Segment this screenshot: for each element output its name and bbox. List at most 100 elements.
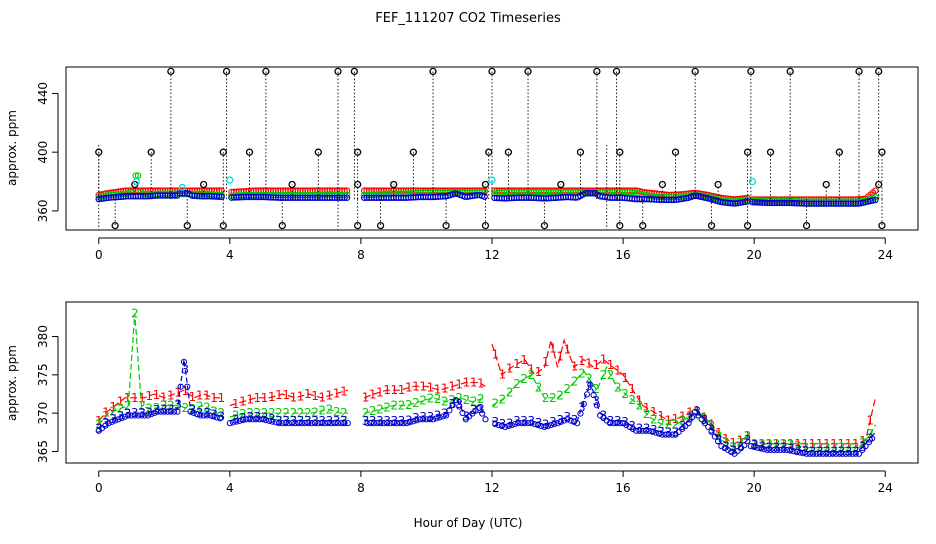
bottom-series-3-point xyxy=(105,420,112,427)
bottom-series-1-label: 1 xyxy=(470,376,478,390)
bottom-series-3-point xyxy=(266,417,273,424)
top-x-tick-label: 0 xyxy=(95,248,103,262)
bottom-series-3-point xyxy=(334,420,342,427)
bottom-series-3-point xyxy=(636,427,643,434)
bottom-series-3-point xyxy=(698,416,705,423)
bottom-series-3-point xyxy=(865,439,872,446)
top-series-3-point xyxy=(869,197,877,204)
top-spike-point-mid xyxy=(504,148,513,156)
bottom-series-3-point xyxy=(285,420,292,427)
bottom-series-2-label: 2 xyxy=(866,427,874,441)
bottom-series-3-point xyxy=(475,404,482,411)
top-spike-point-high xyxy=(593,67,601,76)
bottom-series-3-point xyxy=(547,421,555,429)
bottom-series-3-point xyxy=(577,410,584,417)
bottom-series-3-point xyxy=(154,408,161,415)
bottom-series-3-point xyxy=(239,416,247,424)
bottom-series-2-label: 2 xyxy=(174,399,182,413)
bottom-series-2-line xyxy=(364,397,486,414)
bottom-series-2-label: 2 xyxy=(138,399,146,413)
bottom-series-3-point xyxy=(331,420,338,427)
top-spike-point-low xyxy=(183,221,191,230)
bottom-series-2-label: 2 xyxy=(722,436,730,450)
bottom-series-3-point xyxy=(305,420,312,427)
bottom-series-1-label: 1 xyxy=(801,437,809,451)
top-cyan-point xyxy=(132,177,141,186)
bottom-series-3-point xyxy=(128,412,135,419)
bottom-series-1-label: 1 xyxy=(650,405,658,419)
bottom-series-3-point xyxy=(521,420,528,427)
bottom-series-1-label: 1 xyxy=(837,437,845,451)
bottom-series-2-label: 2 xyxy=(773,437,781,451)
top-cyan-point xyxy=(488,176,496,184)
bottom-series-1-label: 1 xyxy=(852,437,860,451)
top-spike-point-small xyxy=(658,180,667,189)
bottom-series-1-label: 1 xyxy=(153,388,161,402)
bottom-series-3-point xyxy=(515,420,522,427)
bottom-series-1-label: 1 xyxy=(181,384,189,398)
bottom-series-2-label: 2 xyxy=(203,400,211,414)
bottom-series-3-point xyxy=(688,414,695,421)
top-spike-point-small xyxy=(353,180,362,189)
bottom-series-1-label: 1 xyxy=(362,390,370,404)
bottom-series-1-label: 1 xyxy=(455,377,463,391)
bottom-series-3-point xyxy=(420,416,427,423)
bottom-series-2-label: 2 xyxy=(628,393,636,407)
bottom-series-2-label: 2 xyxy=(535,380,543,394)
bottom-series-3-point xyxy=(813,450,820,457)
bottom-series-3-point xyxy=(708,428,715,435)
bottom-series-3-point xyxy=(842,450,850,457)
bottom-series-3-label: 3 xyxy=(470,403,478,417)
bottom-x-tick-label: 16 xyxy=(615,481,630,495)
bottom-series-3-point xyxy=(806,450,813,457)
bottom-series-3-point xyxy=(436,414,443,421)
bottom-series-3-point xyxy=(560,417,568,424)
bottom-series-3-point xyxy=(557,418,564,425)
bottom-series-1-label: 1 xyxy=(145,389,153,403)
top-spike-point-small xyxy=(199,180,208,189)
bottom-series-3-label: 3 xyxy=(578,400,586,414)
bottom-series-3-point xyxy=(580,400,587,408)
bottom-series-3-point xyxy=(498,422,505,430)
bottom-series-3-point xyxy=(134,412,142,419)
bottom-series-2-label: 2 xyxy=(499,392,507,406)
bottom-series-2-label: 2 xyxy=(405,398,413,412)
bottom-series-3-point xyxy=(138,412,145,419)
bottom-series-3-point xyxy=(184,383,191,390)
bottom-series-3-point xyxy=(705,423,712,431)
bottom-series-2-label: 2 xyxy=(239,407,247,421)
bottom-series-1-label: 1 xyxy=(369,388,377,402)
bottom-series-2-label: 2 xyxy=(124,399,132,413)
bottom-series-3-point xyxy=(629,425,637,432)
bottom-series-3-point xyxy=(416,416,424,423)
top-spike-point-low xyxy=(278,221,286,230)
bottom-series-2-label: 2 xyxy=(246,406,254,420)
bottom-series-2-label: 2 xyxy=(448,393,456,407)
top-spike-point-mid xyxy=(743,148,752,156)
top-spike-point-mid xyxy=(147,148,155,156)
top-series-1-point xyxy=(872,187,879,194)
bottom-series-1-label: 1 xyxy=(672,412,680,426)
bottom-series-1-label: 1 xyxy=(830,437,838,451)
bottom-series-2-label: 2 xyxy=(837,441,845,455)
bottom-series-2-label: 2 xyxy=(765,437,773,451)
bottom-series-3-point xyxy=(633,427,640,434)
top-spike-point-high xyxy=(350,67,359,76)
bottom-series-1-label: 1 xyxy=(535,365,543,379)
bottom-series-1-label: 1 xyxy=(708,418,716,432)
bottom-series-3-point xyxy=(423,416,430,423)
bottom-series-2-line xyxy=(229,408,348,418)
top-plot-area: 0 4 8 12 16 20 24 360 400 440 xyxy=(36,66,919,262)
top-plot-frame xyxy=(65,66,919,231)
bottom-series-1-label: 1 xyxy=(556,349,564,363)
bottom-series-3-point xyxy=(213,414,220,421)
bottom-series-1-label: 1 xyxy=(823,437,831,451)
bottom-series-2-label: 2 xyxy=(809,441,817,455)
top-spike-point-mid xyxy=(245,148,254,156)
bottom-series-3-point xyxy=(203,412,211,419)
bottom-series-2-label: 2 xyxy=(167,399,175,413)
bottom-x-tick-label: 0 xyxy=(95,481,103,495)
bottom-y-tick-label: 375 xyxy=(36,363,50,386)
bottom-series-2-label: 2 xyxy=(145,402,153,416)
